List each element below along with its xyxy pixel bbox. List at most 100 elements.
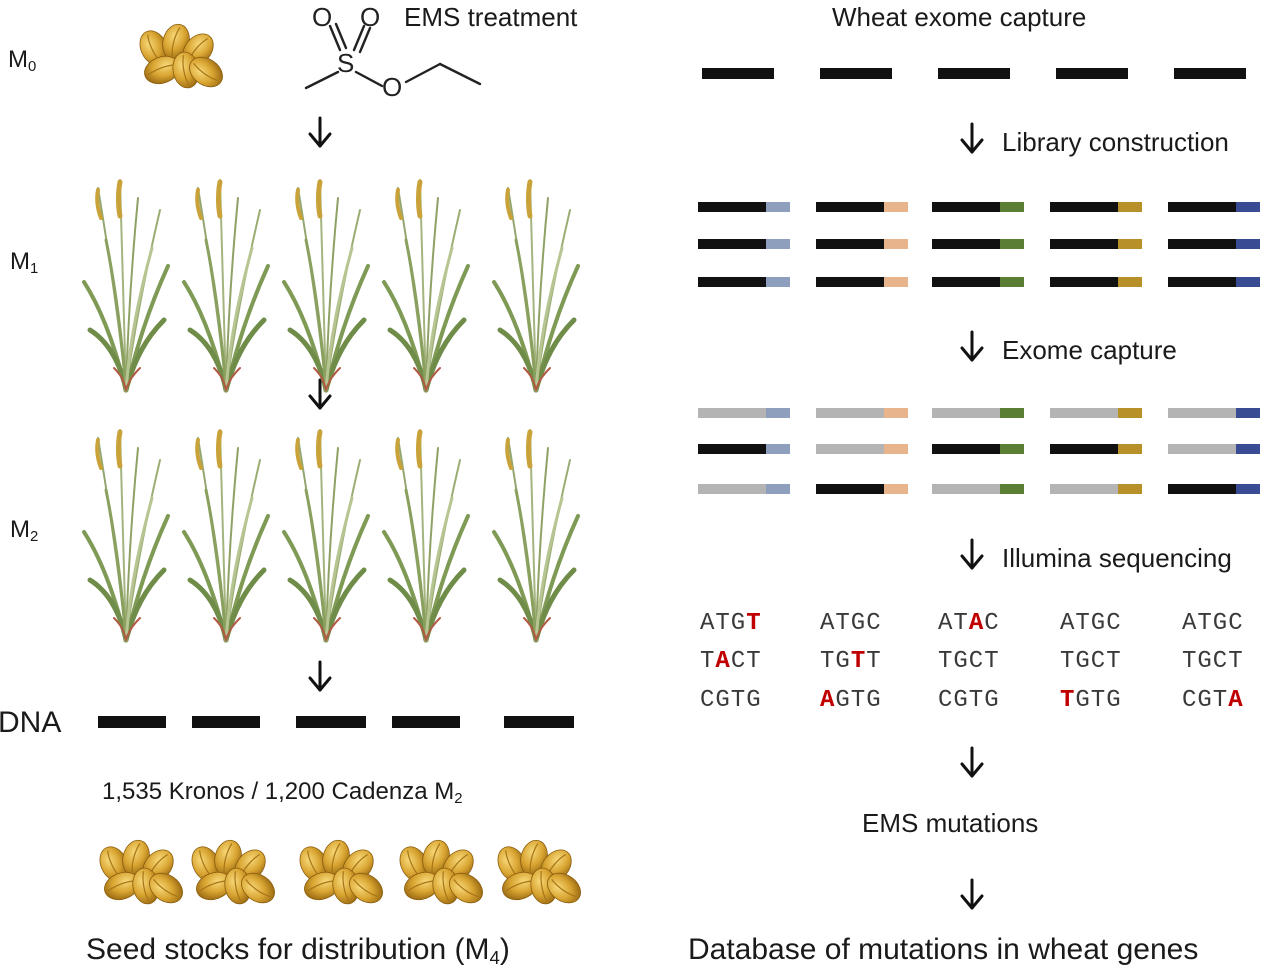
read-base: GTG — [1075, 687, 1122, 714]
population-label: 1,535 Kronos / 1,200 Cadenza M2 — [102, 778, 463, 808]
read-base: AT — [938, 610, 969, 637]
molecule-o1: O — [312, 2, 332, 32]
dna-bar — [192, 716, 260, 728]
fragment-body — [698, 277, 766, 287]
fragment-body — [816, 408, 884, 418]
barcode-tag — [1118, 484, 1142, 494]
arrow-down-icon — [308, 116, 332, 148]
mutated-base: A — [968, 610, 985, 637]
seed-pile — [95, 837, 189, 909]
fragment-body — [1168, 239, 1236, 249]
barcoded-fragment — [816, 408, 908, 418]
read-base: CGTG — [938, 687, 1000, 714]
mutated-base: T — [850, 648, 867, 675]
barcoded-fragment — [1168, 408, 1260, 418]
fragment-body — [932, 444, 1000, 454]
seed-pile — [493, 837, 587, 909]
molecule-s: S — [337, 48, 354, 78]
fragment-body — [816, 444, 884, 454]
barcode-tag — [766, 277, 790, 287]
wheat-plant — [384, 430, 468, 640]
barcode-tag — [1000, 277, 1024, 287]
sequence-read: CGTA — [1182, 689, 1244, 713]
barcoded-fragment — [698, 239, 790, 249]
exome-bar — [938, 68, 1010, 79]
barcoded-fragment — [1168, 484, 1260, 494]
sequence-read: AGTG — [820, 689, 882, 713]
barcoded-fragment — [932, 484, 1024, 494]
fragment-body — [1050, 239, 1118, 249]
sequence-read: ATGC — [1060, 612, 1122, 636]
read-base: GTG — [835, 687, 882, 714]
read-base: ATG — [700, 610, 747, 637]
fragment-body — [1168, 202, 1236, 212]
read-base: TGCT — [1060, 648, 1122, 675]
barcode-tag — [1000, 202, 1024, 212]
seed-pile — [395, 837, 489, 909]
capture-bars — [698, 408, 1260, 494]
barcode-tag — [884, 444, 908, 454]
m2-plant-row — [84, 430, 578, 640]
sequence-read: CGTG — [938, 689, 1000, 713]
m4-seed-piles — [95, 837, 587, 909]
wheat-plant — [284, 430, 368, 640]
barcoded-fragment — [698, 408, 790, 418]
read-base: CGT — [1182, 687, 1229, 714]
barcode-tag — [884, 202, 908, 212]
exome-bar — [1056, 68, 1128, 79]
seed-stocks-caption: Seed stocks for distribution (M4) — [86, 933, 510, 969]
barcoded-fragment — [1168, 202, 1260, 212]
sequence-read: TGCT — [938, 650, 1000, 674]
stage-m2-label: M2 — [10, 516, 39, 546]
barcoded-fragment — [698, 277, 790, 287]
fragment-body — [698, 444, 766, 454]
sequence-read: TGTG — [1060, 689, 1122, 713]
barcoded-fragment — [698, 444, 790, 454]
barcoded-fragment — [932, 408, 1024, 418]
barcode-tag — [1236, 484, 1260, 494]
stage-m1-label: M1 — [10, 248, 39, 278]
wheat-plant — [84, 180, 168, 390]
barcoded-fragment — [1050, 202, 1142, 212]
barcode-tag — [1236, 239, 1260, 249]
barcode-tag — [884, 408, 908, 418]
barcoded-fragment — [816, 239, 908, 249]
barcoded-fragment — [932, 239, 1024, 249]
ems-treatment-label: EMS treatment — [404, 2, 578, 32]
wheat-plant — [494, 180, 578, 390]
molecule-o2: O — [360, 2, 380, 32]
library-bars — [698, 202, 1260, 287]
fragment-body — [1050, 202, 1118, 212]
barcoded-fragment — [1168, 277, 1260, 287]
seed-pile — [295, 837, 389, 909]
dna-bar — [504, 716, 574, 728]
exome-bars — [702, 68, 1246, 79]
fragment-body — [932, 484, 1000, 494]
exome-bar — [702, 68, 774, 79]
barcoded-fragment — [1168, 444, 1260, 454]
barcode-tag — [884, 484, 908, 494]
barcode-tag — [766, 444, 790, 454]
barcode-tag — [1000, 239, 1024, 249]
database-caption: Database of mutations in wheat genes — [688, 933, 1199, 966]
mutated-base: A — [1228, 687, 1244, 714]
fragment-body — [698, 202, 766, 212]
barcode-tag — [766, 484, 790, 494]
read-base: CGTG — [700, 687, 762, 714]
sequence-read: TGTT — [820, 650, 882, 674]
barcode-tag — [1000, 444, 1024, 454]
sequence-read: ATAC — [938, 612, 1000, 636]
stage-m0-label: M0 — [8, 46, 37, 76]
fragment-body — [1050, 408, 1118, 418]
fragment-body — [932, 239, 1000, 249]
arrow-down-icon — [960, 122, 984, 154]
barcoded-fragment — [698, 202, 790, 212]
sequence-read: TACT — [700, 650, 762, 674]
mutated-base: T — [746, 610, 762, 637]
barcode-tag — [1000, 484, 1024, 494]
fragment-body — [1050, 277, 1118, 287]
barcode-tag — [884, 277, 908, 287]
arrow-down-icon — [960, 538, 984, 570]
barcode-tag — [1236, 202, 1260, 212]
exome-bar — [1174, 68, 1246, 79]
